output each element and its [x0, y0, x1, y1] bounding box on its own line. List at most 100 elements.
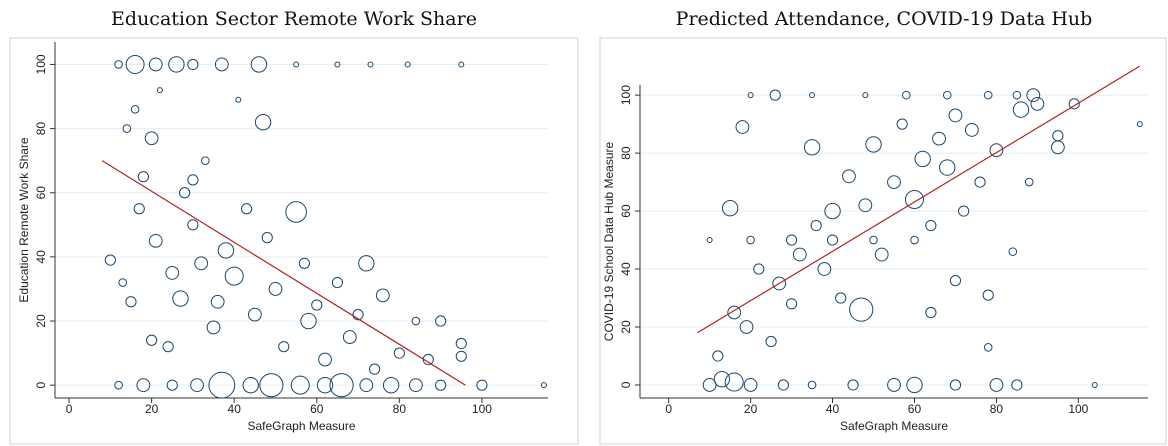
point — [137, 171, 149, 183]
point — [411, 316, 421, 326]
point — [179, 187, 191, 199]
point — [114, 380, 123, 390]
chart-title: Predicted Attendance, COVID-19 Data Hub — [676, 8, 1093, 30]
point — [187, 174, 199, 186]
point — [162, 341, 174, 353]
point — [130, 105, 140, 114]
point — [713, 370, 731, 388]
point — [300, 312, 317, 330]
point — [168, 56, 185, 73]
point — [144, 131, 159, 146]
point — [172, 290, 189, 307]
point — [942, 90, 952, 100]
point — [721, 199, 739, 217]
x-tick-label: 0 — [665, 402, 672, 416]
y-tick-label: 40 — [34, 250, 48, 264]
point — [803, 139, 821, 156]
x-axis-label: SafeGraph Measure — [840, 419, 948, 433]
point — [735, 120, 750, 134]
x-tick-label: 80 — [393, 402, 407, 416]
point — [210, 294, 225, 309]
point — [785, 298, 798, 310]
point — [358, 255, 375, 272]
point — [367, 61, 374, 68]
point — [982, 289, 994, 301]
point — [359, 378, 374, 393]
point — [290, 375, 310, 395]
point — [200, 156, 210, 165]
x-tick-label: 80 — [990, 402, 1004, 416]
point — [187, 219, 199, 231]
point — [1024, 177, 1034, 187]
y-tick-label: 100 — [34, 54, 48, 74]
point — [862, 92, 869, 99]
point — [989, 378, 1004, 392]
y-tick-label: 0 — [34, 382, 48, 389]
point — [1012, 90, 1022, 100]
x-tick-label: 60 — [908, 402, 922, 416]
x-tick-label: 20 — [744, 402, 758, 416]
point — [1008, 247, 1018, 256]
point — [974, 176, 986, 188]
x-tick-label: 0 — [66, 402, 73, 416]
fit-line — [101, 160, 466, 386]
point — [901, 90, 911, 100]
point — [329, 373, 354, 398]
y-tick-label: 20 — [619, 320, 633, 334]
x-tick-label: 100 — [1068, 402, 1088, 416]
x-tick-label: 20 — [145, 402, 159, 416]
point — [904, 189, 924, 209]
point — [214, 57, 229, 72]
point — [1050, 140, 1065, 155]
panel-frame — [599, 37, 1167, 445]
y-axis-label: Education Remote Work Share — [17, 137, 31, 303]
point — [190, 378, 204, 393]
point — [712, 350, 724, 362]
point — [247, 307, 262, 322]
point — [206, 320, 221, 335]
point — [259, 373, 284, 398]
point — [476, 379, 488, 391]
point — [785, 234, 798, 246]
point — [165, 266, 180, 280]
panel: Predicted Attendance, COVID-19 Data Hub 0… — [599, 8, 1167, 445]
point — [455, 350, 467, 362]
point — [847, 379, 859, 391]
point — [540, 382, 547, 389]
point — [455, 337, 467, 350]
point — [435, 315, 447, 327]
y-axis-label: COVID-19 School Data Hub Measure — [602, 141, 616, 341]
point — [747, 92, 754, 99]
point — [458, 61, 465, 68]
point — [1012, 101, 1030, 118]
point — [136, 378, 151, 393]
point — [393, 347, 405, 359]
point — [352, 309, 364, 321]
point — [769, 89, 781, 101]
point — [765, 335, 777, 348]
chart-title: Education Sector Remote Work Share — [111, 8, 477, 30]
point — [910, 235, 919, 245]
point — [311, 299, 323, 311]
point — [125, 296, 137, 308]
point — [727, 305, 742, 320]
point — [746, 235, 755, 245]
point — [1091, 381, 1098, 388]
point — [285, 201, 307, 223]
point — [1026, 88, 1041, 103]
point — [316, 376, 334, 394]
point — [156, 87, 163, 94]
point — [208, 371, 236, 399]
point — [772, 276, 787, 291]
point — [958, 205, 970, 217]
point — [342, 330, 357, 344]
x-tick-label: 40 — [826, 402, 840, 416]
point — [194, 256, 209, 271]
point — [375, 288, 390, 303]
point — [268, 282, 283, 296]
point — [334, 61, 341, 68]
point — [278, 341, 290, 353]
point — [932, 131, 946, 146]
y-tick-label: 80 — [34, 122, 48, 136]
point — [1136, 121, 1143, 128]
